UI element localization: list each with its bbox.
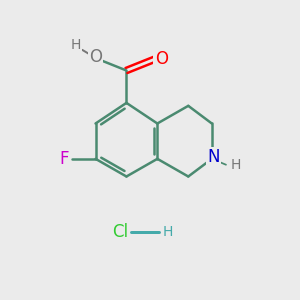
Text: O: O [89, 48, 102, 66]
Text: H: H [163, 225, 173, 239]
Text: N: N [207, 148, 220, 166]
Text: O: O [155, 50, 168, 68]
Text: H: H [230, 158, 241, 172]
Text: H: H [70, 38, 81, 52]
Text: F: F [60, 150, 69, 168]
Text: Cl: Cl [112, 224, 129, 242]
